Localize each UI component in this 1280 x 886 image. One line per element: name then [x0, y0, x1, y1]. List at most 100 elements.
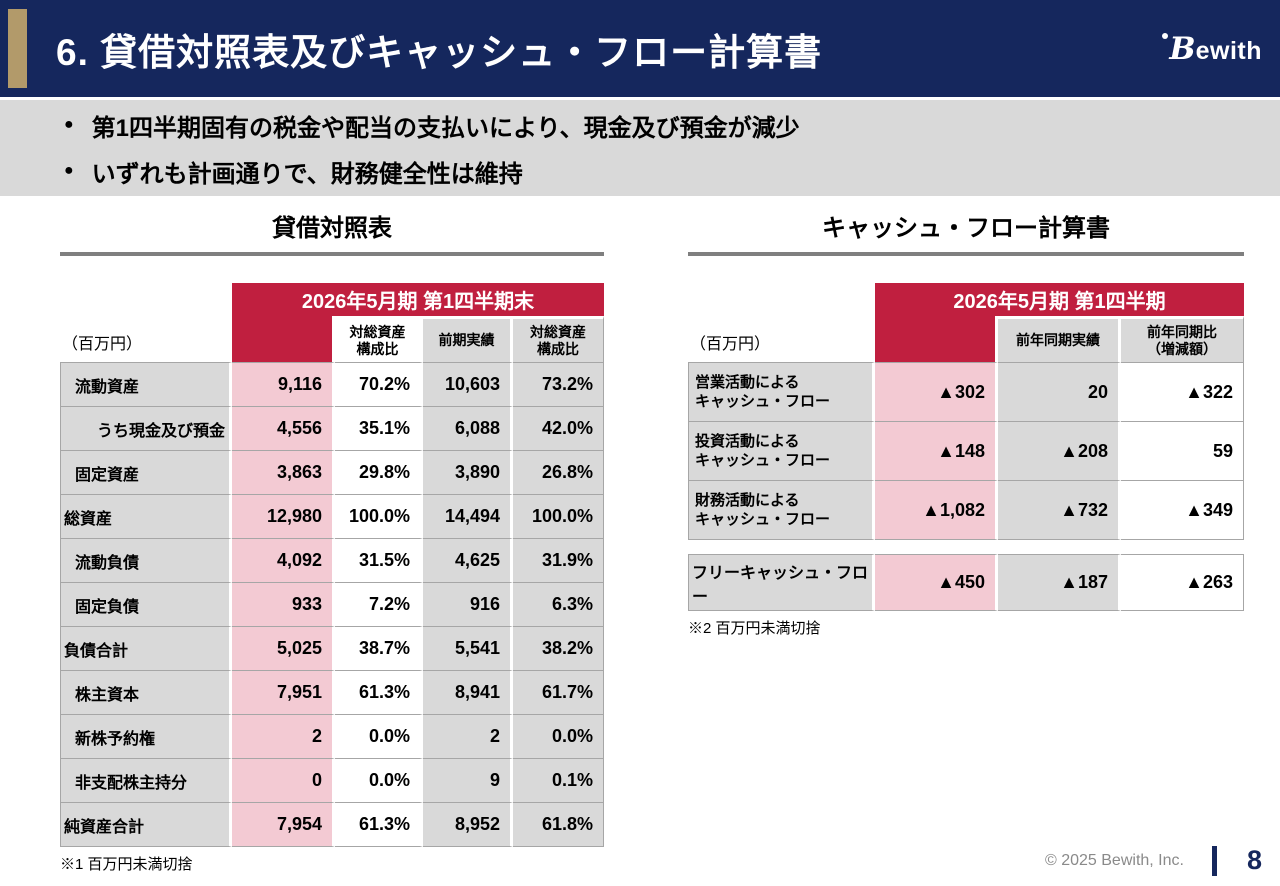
- table-header-row: （百万円） 対総資産 構成比 前期実績 対総資産 構成比: [60, 316, 605, 363]
- bullet-icon: ●: [64, 116, 74, 133]
- cell-value: 3,890: [423, 451, 513, 495]
- cash-flow-title: キャッシュ・フロー計算書: [822, 215, 1110, 242]
- cell-value: ▲302: [875, 363, 998, 422]
- title-underline: [688, 252, 1244, 256]
- copyright-text: © 2025 Bewith, Inc.: [1044, 851, 1184, 869]
- unit-label: （百万円）: [688, 316, 875, 363]
- cell-value: 31.5%: [335, 539, 423, 583]
- row-label: 流動負債: [60, 539, 232, 583]
- row-label: 固定負債: [60, 583, 232, 627]
- balance-sheet-panel: 貸借対照表 2026年5月期 第1四半期末 （百万円） 対総資産 構成比 前期実…: [60, 208, 605, 874]
- table-row: 純資産合計 7,954 61.3% 8,952 61.8%: [60, 803, 605, 847]
- cash-flow-table: 2026年5月期 第1四半期 （百万円） 前年同期実績 前年同期比 （増減額） …: [688, 283, 1244, 540]
- table-row: 負債合計 5,025 38.7% 5,541 38.2%: [60, 627, 605, 671]
- cell-value: 3,863: [232, 451, 335, 495]
- summary-band: ● 第1四半期固有の税金や配当の支払いにより、現金及び預金が減少 ● いずれも計…: [0, 100, 1280, 196]
- column-header: 対総資産 構成比: [335, 316, 423, 363]
- balance-sheet-footnote: ※1 百万円未満切捨: [60, 856, 193, 873]
- cell-value: 9,116: [232, 363, 335, 407]
- cell-value: ▲322: [1121, 363, 1244, 422]
- cell-value: 5,541: [423, 627, 513, 671]
- cell-value: 38.7%: [335, 627, 423, 671]
- gold-accent-bar: [8, 9, 27, 88]
- cell-value: 5,025: [232, 627, 335, 671]
- table-row: 非支配株主持分 0 0.0% 9 0.1%: [60, 759, 605, 803]
- cash-flow-panel: キャッシュ・フロー計算書 2026年5月期 第1四半期 （百万円） 前年同期実績…: [688, 208, 1244, 638]
- table-row: 株主資本 7,951 61.3% 8,941 61.7%: [60, 671, 605, 715]
- cell-value: 6.3%: [513, 583, 605, 627]
- cell-value: ▲187: [998, 554, 1121, 611]
- cell-value: 38.2%: [513, 627, 605, 671]
- column-header: 前年同期比 （増減額）: [1121, 316, 1244, 363]
- row-label: 非支配株主持分: [60, 759, 232, 803]
- cell-value: 20: [998, 363, 1121, 422]
- cell-value: ▲349: [1121, 481, 1244, 540]
- cell-value: 14,494: [423, 495, 513, 539]
- table-row: 固定負債 933 7.2% 916 6.3%: [60, 583, 605, 627]
- table-row: 流動負債 4,092 31.5% 4,625 31.9%: [60, 539, 605, 583]
- logo-b-glyph: B: [1169, 30, 1196, 67]
- cell-value: 916: [423, 583, 513, 627]
- page-number: 8: [1246, 845, 1262, 875]
- title-underline: [60, 252, 604, 256]
- cell-value: 0.1%: [513, 759, 605, 803]
- row-label: うち現金及び預金: [60, 407, 232, 451]
- table-row: 投資活動による キャッシュ・フロー ▲148 ▲208 59: [688, 422, 1244, 481]
- row-label: 営業活動による キャッシュ・フロー: [688, 363, 875, 422]
- cell-value: 35.1%: [335, 407, 423, 451]
- cell-value: ▲450: [875, 554, 998, 611]
- cell-value: 70.2%: [335, 363, 423, 407]
- cell-value: 2: [232, 715, 335, 759]
- cell-value: 0.0%: [513, 715, 605, 759]
- cell-value: 9: [423, 759, 513, 803]
- cell-value: 4,092: [232, 539, 335, 583]
- spacer-cell: [688, 283, 875, 316]
- banner-continuation-cell: [232, 316, 335, 363]
- cell-value: 61.3%: [335, 671, 423, 715]
- logo-dot-icon: [1162, 32, 1169, 39]
- cell-value: 61.3%: [335, 803, 423, 847]
- page-divider-bar: [1211, 845, 1217, 876]
- summary-text: いずれも計画通りで、財務健全性は維持: [91, 160, 523, 188]
- spacer-cell: [60, 283, 232, 316]
- cell-value: 4,625: [423, 539, 513, 583]
- cell-value: ▲1,082: [875, 481, 998, 540]
- cell-value: ▲208: [998, 422, 1121, 481]
- column-header: 前期実績: [423, 316, 513, 363]
- balance-sheet-title: 貸借対照表: [272, 215, 392, 242]
- row-label: 流動資産: [60, 363, 232, 407]
- cash-flow-footnote: ※2 百万円未満切捨: [688, 620, 821, 637]
- cell-value: ▲732: [998, 481, 1121, 540]
- page-title: 6. 貸借対照表及びキャッシュ・フロー計算書: [56, 31, 823, 73]
- table-banner-row: 2026年5月期 第1四半期末: [60, 283, 605, 316]
- cell-value: 0.0%: [335, 715, 423, 759]
- row-label: 総資産: [60, 495, 232, 539]
- table-row: 総資産 12,980 100.0% 14,494 100.0%: [60, 495, 605, 539]
- cell-value: 31.9%: [513, 539, 605, 583]
- row-label: 新株予約権: [60, 715, 232, 759]
- row-label: フリーキャッシュ・フロー: [688, 554, 875, 611]
- cell-value: 59: [1121, 422, 1244, 481]
- table-banner-row: 2026年5月期 第1四半期: [688, 283, 1244, 316]
- cell-value: 12,980: [232, 495, 335, 539]
- period-banner: 2026年5月期 第1四半期末: [232, 283, 605, 316]
- free-cash-flow-table: フリーキャッシュ・フロー ▲450 ▲187 ▲263: [688, 554, 1244, 611]
- table-row: 固定資産 3,863 29.8% 3,890 26.8%: [60, 451, 605, 495]
- cell-value: 933: [232, 583, 335, 627]
- column-header: 前年同期実績: [998, 316, 1121, 363]
- cell-value: 73.2%: [513, 363, 605, 407]
- logo-text: ewith: [1195, 36, 1262, 65]
- summary-bullet-1: ● 第1四半期固有の税金や配当の支払いにより、現金及び預金が減少: [0, 108, 1280, 143]
- cell-value: 61.8%: [513, 803, 605, 847]
- cell-value: 61.7%: [513, 671, 605, 715]
- table-row: 流動資産 9,116 70.2% 10,603 73.2%: [60, 363, 605, 407]
- cell-value: 7,954: [232, 803, 335, 847]
- summary-text: 第1四半期固有の税金や配当の支払いにより、現金及び預金が減少: [91, 114, 800, 142]
- cell-value: 42.0%: [513, 407, 605, 451]
- row-label: 負債合計: [60, 627, 232, 671]
- row-label: 財務活動による キャッシュ・フロー: [688, 481, 875, 540]
- table-row: 営業活動による キャッシュ・フロー ▲302 20 ▲322: [688, 363, 1244, 422]
